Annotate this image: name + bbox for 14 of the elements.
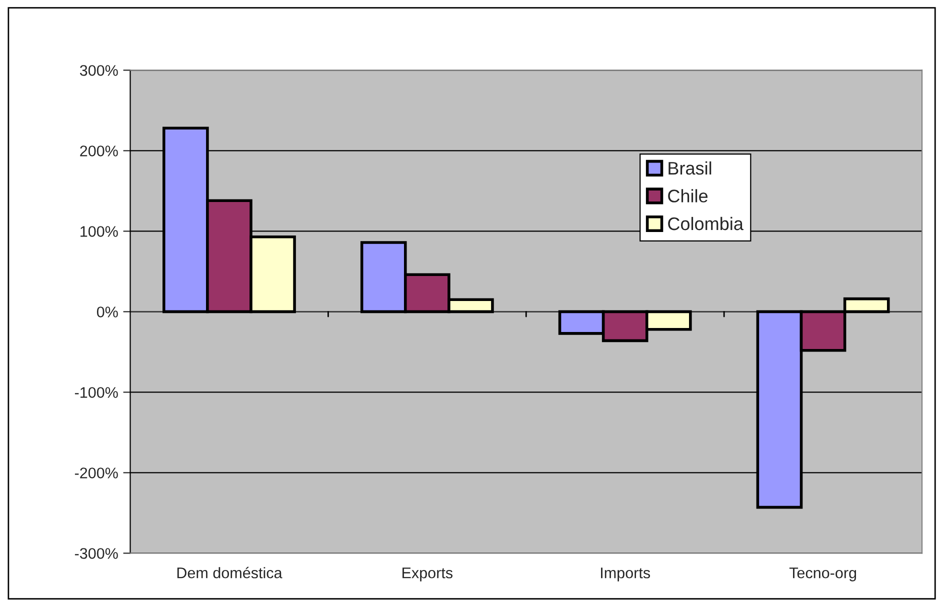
legend-label: Colombia — [668, 216, 744, 230]
legend-label: Chile — [668, 189, 708, 202]
y-tick-label: -100% — [74, 387, 118, 398]
y-tick-label: -200% — [74, 468, 118, 478]
y-tick-label: 100% — [80, 226, 118, 237]
x-tick-label: Imports — [601, 568, 650, 582]
x-tick-label: Dem doméstica — [177, 566, 282, 578]
x-tick-label: Tecno-org — [789, 568, 856, 582]
y-tick-label: 300% — [80, 65, 118, 76]
x-tick-label: Exports — [402, 568, 452, 582]
y-tick-label: -300% — [74, 548, 118, 559]
y-tick-label: 0% — [96, 306, 118, 318]
legend-label: Brasil — [668, 161, 712, 175]
y-tick-label: 200% — [80, 146, 118, 156]
